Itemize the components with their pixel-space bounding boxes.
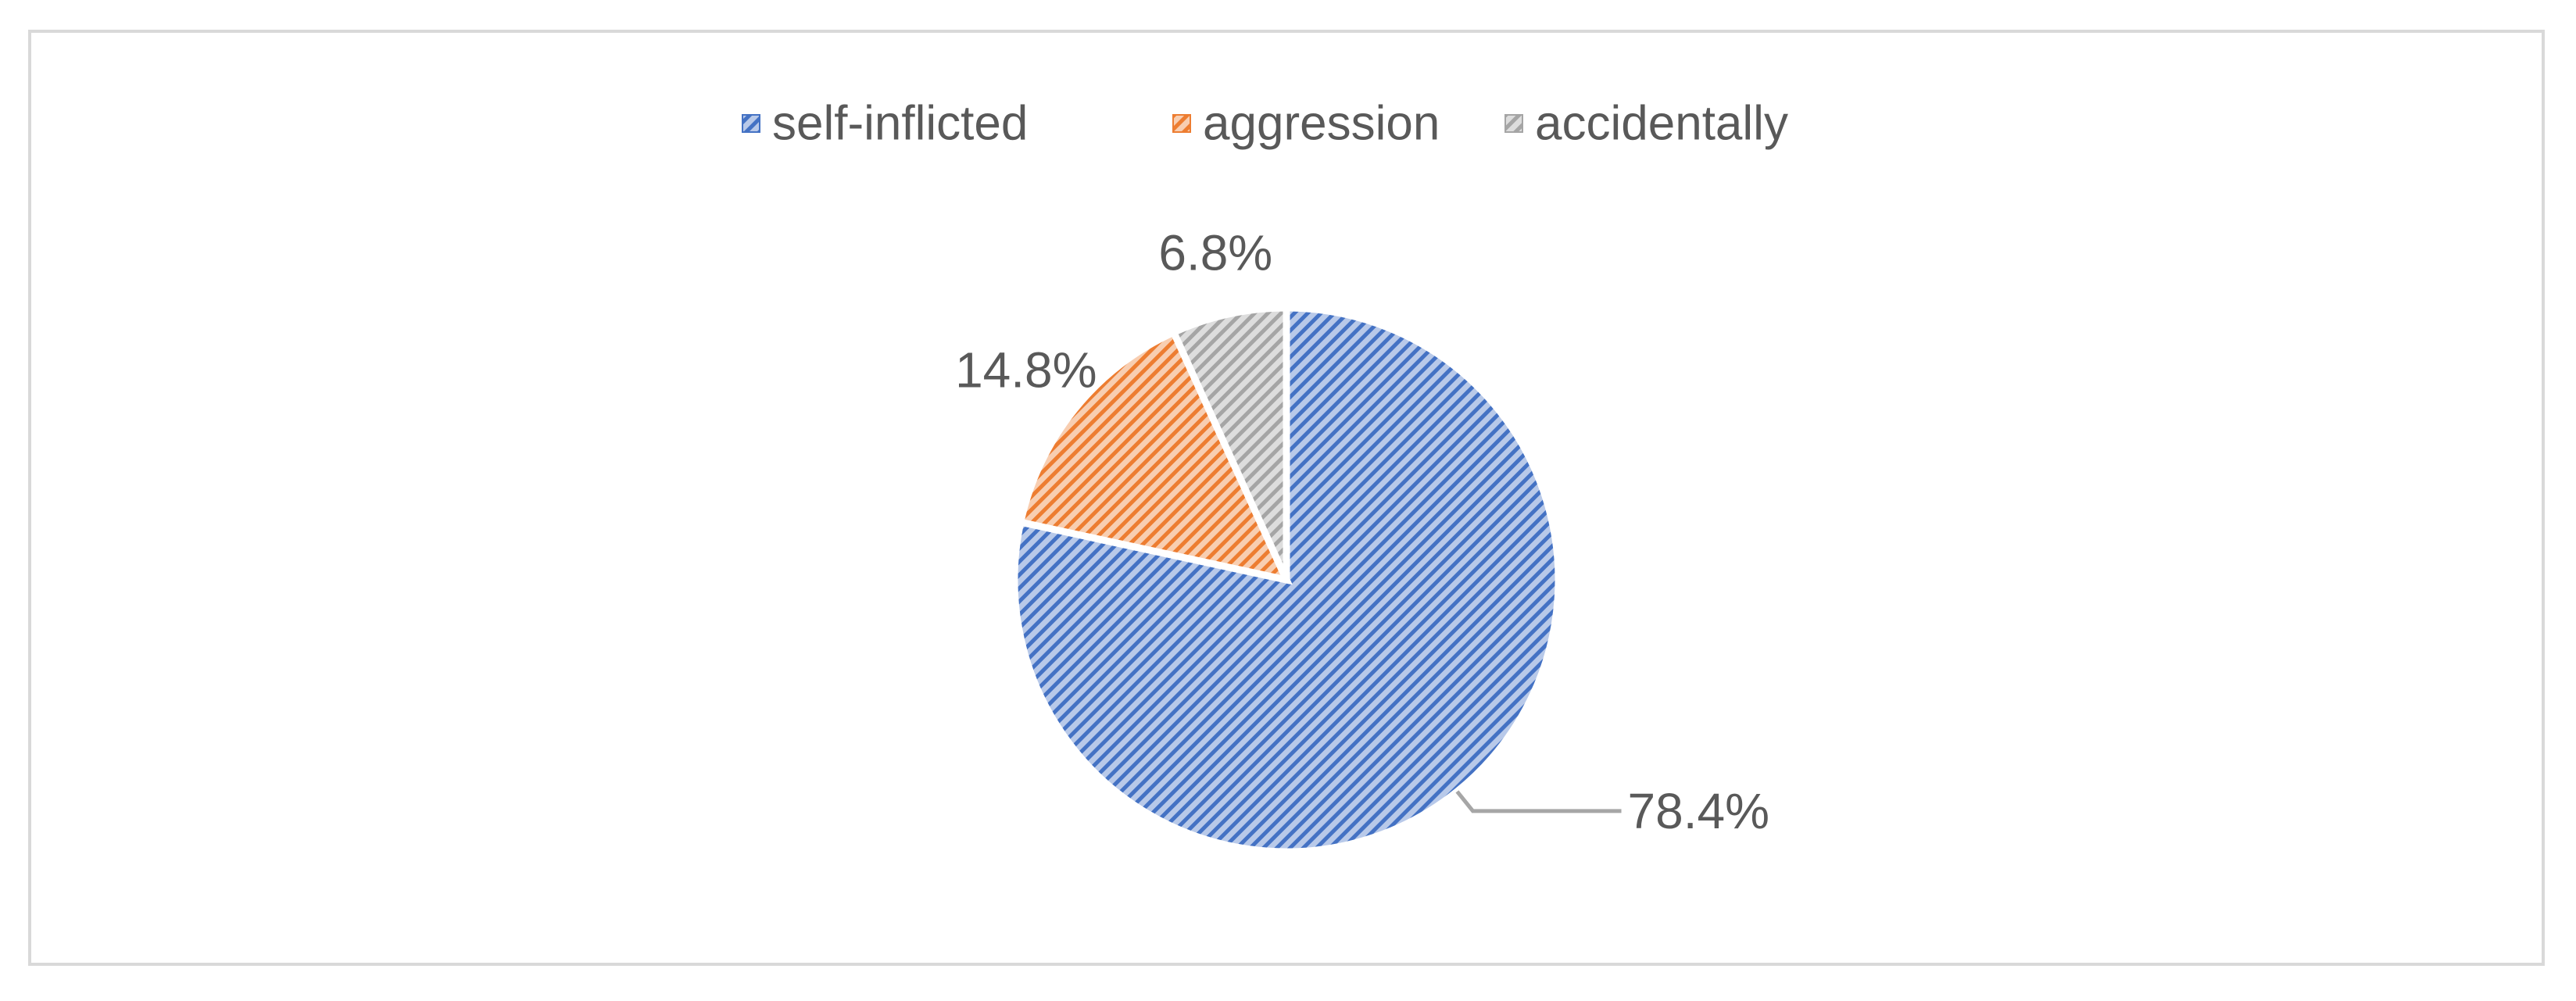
legend-item-aggression: aggression bbox=[1172, 97, 1440, 151]
pie-slice-self-inflicted bbox=[1011, 304, 1562, 856]
legend-label-self-inflicted: self-inflicted bbox=[772, 97, 1028, 151]
pie-slice-accidentally bbox=[1168, 304, 1290, 581]
pie-slice-aggression bbox=[1016, 327, 1293, 585]
legend-item-self-inflicted: self-inflicted bbox=[742, 97, 1028, 151]
chart-legend: self-inflicted aggression accidentally bbox=[742, 97, 1788, 151]
leader-line-self-inflicted bbox=[1455, 790, 1622, 813]
legend-item-accidentally: accidentally bbox=[1504, 97, 1788, 151]
legend-label-aggression: aggression bbox=[1203, 97, 1440, 151]
data-label-aggression: 14.8% bbox=[955, 341, 1097, 398]
legend-swatch-self-inflicted bbox=[742, 114, 760, 133]
data-labels: 78.4% 14.8% 6.8% bbox=[955, 225, 1769, 839]
legend-swatch-accidentally bbox=[1504, 114, 1523, 133]
data-label-self-inflicted: 78.4% bbox=[1628, 783, 1769, 839]
leader-lines bbox=[1455, 790, 1622, 813]
legend-label-accidentally: accidentally bbox=[1535, 97, 1788, 151]
pie-slices bbox=[1011, 304, 1562, 856]
legend-swatch-aggression bbox=[1172, 114, 1191, 133]
data-label-accidentally: 6.8% bbox=[1158, 225, 1272, 281]
